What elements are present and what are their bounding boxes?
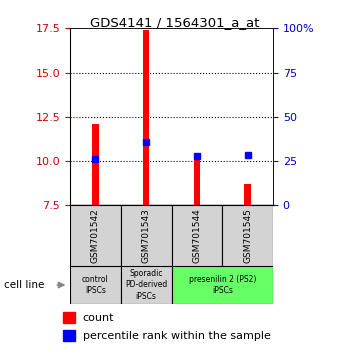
Bar	[194, 158, 200, 205]
FancyBboxPatch shape	[70, 266, 121, 304]
Text: GSM701544: GSM701544	[193, 208, 201, 263]
FancyBboxPatch shape	[121, 205, 172, 266]
Bar	[143, 30, 149, 205]
Text: GSM701543: GSM701543	[142, 208, 150, 263]
Text: GSM701542: GSM701542	[91, 208, 100, 263]
Bar	[63, 312, 75, 323]
Text: percentile rank within the sample: percentile rank within the sample	[83, 331, 271, 341]
Bar	[63, 330, 75, 341]
Text: control
IPSCs: control IPSCs	[82, 275, 109, 295]
Text: GSM701545: GSM701545	[243, 208, 252, 263]
FancyBboxPatch shape	[121, 266, 172, 304]
Text: presenilin 2 (PS2)
iPSCs: presenilin 2 (PS2) iPSCs	[189, 275, 256, 295]
Text: count: count	[83, 313, 114, 323]
Text: GDS4141 / 1564301_a_at: GDS4141 / 1564301_a_at	[90, 16, 260, 29]
FancyBboxPatch shape	[70, 205, 121, 266]
Text: Sporadic
PD-derived
iPSCs: Sporadic PD-derived iPSCs	[125, 269, 167, 301]
Bar	[244, 184, 251, 205]
Bar	[92, 124, 99, 205]
FancyBboxPatch shape	[172, 266, 273, 304]
FancyBboxPatch shape	[172, 205, 222, 266]
Text: cell line: cell line	[4, 280, 44, 290]
FancyBboxPatch shape	[222, 205, 273, 266]
